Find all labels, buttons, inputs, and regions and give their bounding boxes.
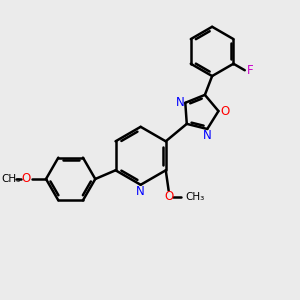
Text: CH₃: CH₃ [1, 174, 20, 184]
Text: O: O [22, 172, 31, 185]
Text: N: N [203, 129, 212, 142]
Text: CH₃: CH₃ [185, 192, 204, 202]
Text: O: O [220, 105, 230, 118]
Text: N: N [176, 96, 184, 109]
Text: N: N [136, 185, 145, 198]
Text: F: F [247, 64, 253, 77]
Text: O: O [165, 190, 174, 203]
